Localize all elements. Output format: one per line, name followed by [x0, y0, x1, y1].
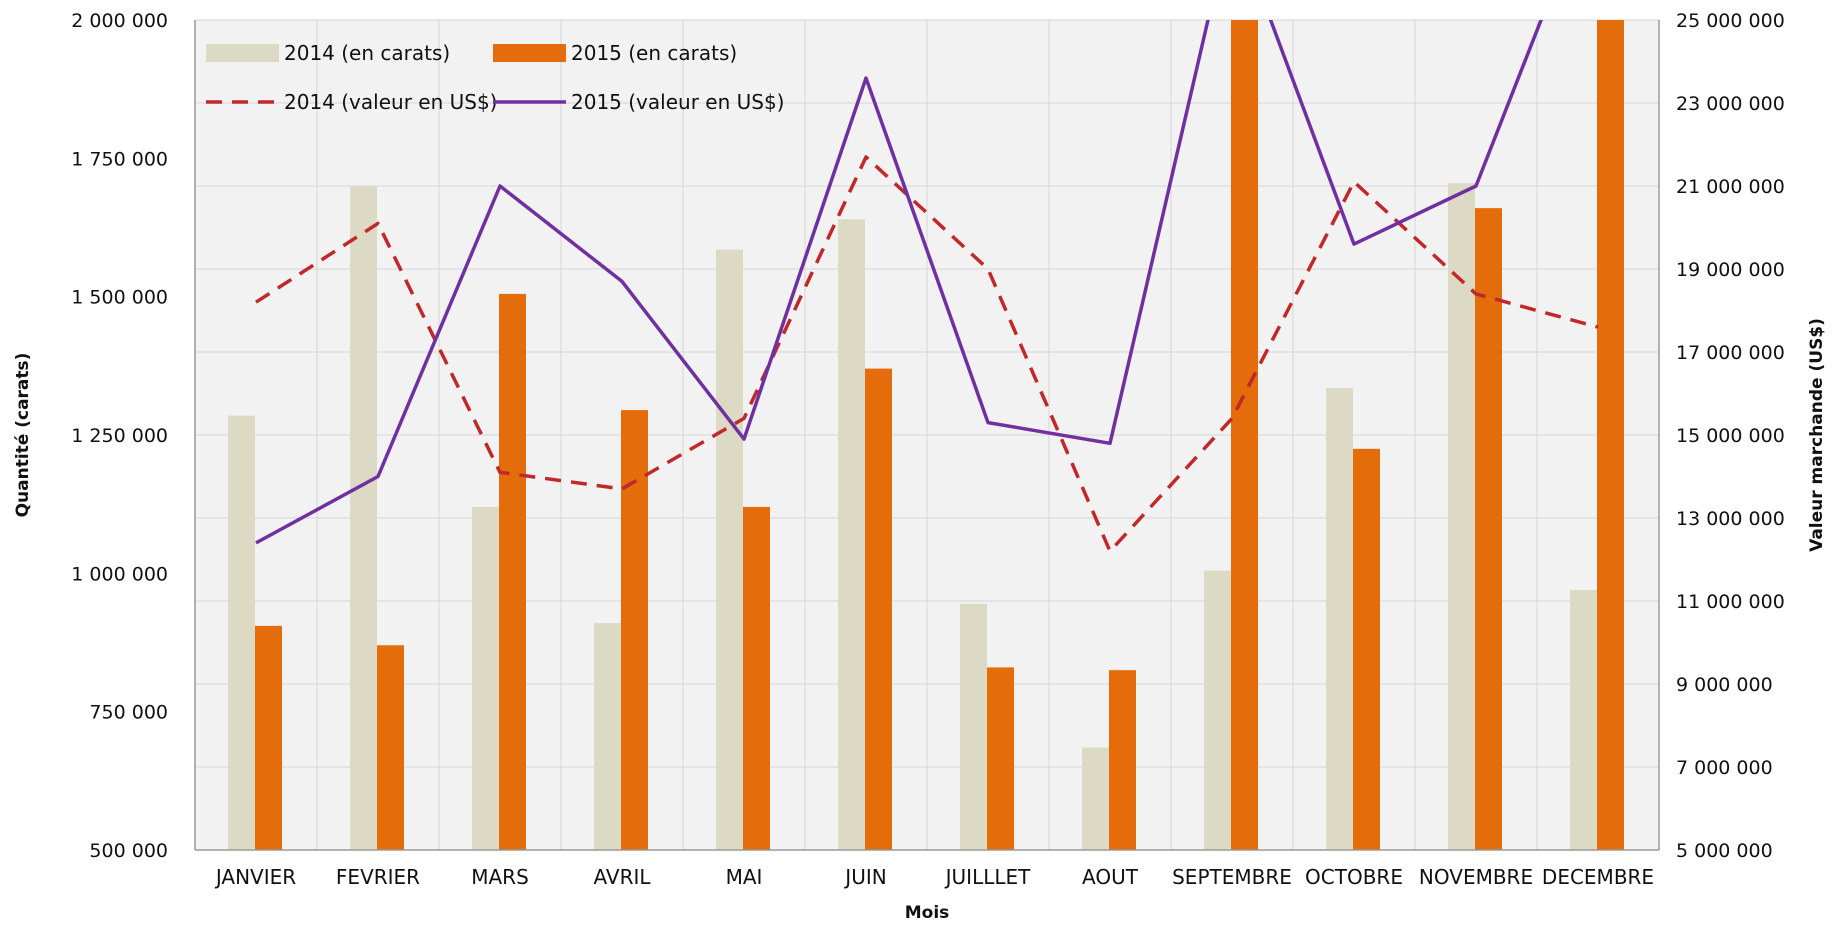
x-tick-label: DECEMBRE [1542, 865, 1654, 889]
bar-2015 [1109, 670, 1136, 850]
x-axis-title: Mois [905, 903, 950, 923]
legend-label: 2015 (en carats) [571, 41, 737, 65]
bar-2015 [1353, 448, 1380, 850]
bar-2014 [1204, 570, 1231, 850]
bar-2014 [350, 186, 377, 850]
x-tick-label: AVRIL [593, 865, 651, 889]
y2-tick-label: 5 000 000 [1676, 840, 1773, 862]
x-tick-label: FEVRIER [336, 865, 420, 889]
bar-2014 [1326, 387, 1353, 850]
bar-2014 [594, 623, 621, 850]
y-tick-label: 1 000 000 [71, 563, 168, 585]
x-tick-label: JANVIER [214, 865, 296, 889]
y-tick-label: 750 000 [89, 702, 168, 724]
x-tick-label: MAI [726, 865, 763, 889]
bar-2015 [499, 293, 526, 850]
bar-2015 [255, 625, 282, 850]
bar-2015 [1597, 20, 1624, 850]
legend-label: 2014 (valeur en US$) [284, 90, 497, 114]
x-tick-label: SEPTEMBRE [1172, 865, 1292, 889]
bar-2015 [1475, 208, 1502, 851]
bar-2014 [1570, 589, 1597, 850]
x-tick-label: MARS [471, 865, 529, 889]
bar-2014 [838, 219, 865, 850]
y2-tick-label: 23 000 000 [1676, 93, 1785, 115]
x-tick-label: JUILLLET [944, 865, 1032, 889]
bar-2015 [621, 410, 648, 850]
axes: 500 000 750 000 1 000 000 1 250 000 1 500 00… [71, 10, 1785, 889]
y-tick-label: 500 000 [89, 840, 168, 862]
bar-2015 [377, 645, 404, 850]
y2-tick-label: 25 000 000 [1676, 10, 1785, 32]
x-tick-label: NOVEMBRE [1419, 865, 1533, 889]
line-2015-value [255, 20, 1543, 545]
x-tick-label: OCTOBRE [1305, 865, 1403, 889]
legend-label: 2015 (valeur en US$) [571, 90, 784, 114]
x-tick-label: AOUT [1082, 865, 1139, 889]
gridlines [195, 19, 1659, 851]
y2-tick-label: 7 000 000 [1676, 757, 1773, 779]
legend-swatch [493, 44, 566, 62]
bars [228, 20, 1624, 851]
bar-2014 [1448, 183, 1475, 850]
y2-tick-label: 9 000 000 [1676, 674, 1773, 696]
legend: 2014 (en carats) 2015 (en carats) 2014 (va… [206, 41, 784, 114]
y2-tick-label: 17 000 000 [1676, 342, 1785, 364]
y2-axis-title: Valeur marchande (US$) [1807, 318, 1827, 552]
bar-2015 [865, 368, 892, 850]
bar-2015 [1231, 20, 1258, 850]
y2-tick-label: 15 000 000 [1676, 425, 1785, 447]
y-tick-label: 2 000 000 [71, 10, 168, 32]
bar-2014 [228, 415, 255, 850]
y2-tick-label: 19 000 000 [1676, 259, 1785, 281]
x-tick-label: JUIN [843, 865, 886, 889]
legend-swatch [206, 44, 279, 62]
bar-2014 [960, 603, 987, 850]
y-tick-label: 1 250 000 [71, 425, 168, 447]
bar-2015 [743, 506, 770, 850]
y-tick-label: 1 500 000 [71, 287, 168, 309]
y-tick-label: 1 750 000 [71, 148, 168, 170]
bar-2014 [472, 506, 499, 850]
y2-tick-label: 11 000 000 [1676, 591, 1785, 613]
bar-2014 [716, 249, 743, 851]
y-axis-title: Quantité (carats) [13, 353, 33, 518]
y2-tick-label: 13 000 000 [1676, 508, 1785, 530]
line-2014-value [255, 155, 1599, 553]
legend-label: 2014 (en carats) [284, 41, 450, 65]
bar-2014 [1082, 747, 1109, 850]
y2-tick-label: 21 000 000 [1676, 176, 1785, 198]
bar-2015 [987, 667, 1014, 850]
value-lines [255, 20, 1599, 553]
